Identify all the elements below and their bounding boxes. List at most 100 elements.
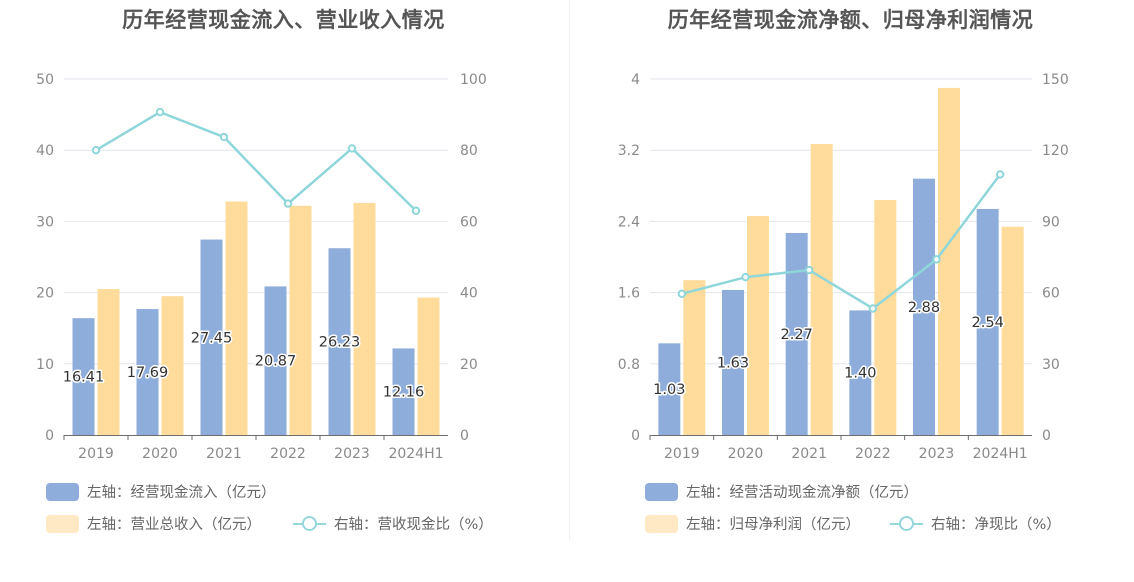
bar-primary — [328, 248, 351, 435]
legend-label: 左轴：经营活动现金流净额（亿元） — [686, 485, 918, 501]
x-axis-tick-label: 2022 — [855, 446, 891, 462]
bar-primary — [136, 309, 159, 435]
x-axis-tick-label: 2022 — [270, 446, 306, 462]
x-axis-tick-label: 2019 — [78, 446, 114, 462]
bar-secondary — [747, 216, 769, 435]
left-axis-tick-label: 30 — [36, 214, 54, 230]
right-axis-tick-label: 30 — [1042, 357, 1060, 373]
legend-label: 左轴：经营现金流入（亿元） — [87, 485, 276, 501]
right-axis-tick-label: 80 — [460, 143, 478, 159]
ratio-point — [932, 255, 941, 264]
bar-primary — [264, 286, 287, 435]
data-label: 2.27 — [781, 327, 813, 343]
left-axis-tick-label: 0.8 — [618, 357, 640, 373]
data-label: 20.87 — [255, 354, 297, 370]
ratio-point — [868, 304, 878, 313]
x-axis-tick-label: 2023 — [334, 446, 370, 462]
legend-label: 左轴：归母净利润（亿元） — [686, 517, 860, 533]
bar-secondary — [683, 280, 706, 435]
x-axis-tick-label: 2020 — [142, 446, 178, 462]
right-axis-tick-label: 20 — [460, 357, 478, 373]
bar-secondary — [874, 200, 897, 435]
legend-line-icon — [293, 515, 326, 533]
x-axis-tick-label: 2024H1 — [388, 446, 443, 462]
legend-swatch-orange — [46, 514, 79, 533]
bar-primary — [392, 348, 415, 435]
ratio-point — [283, 199, 293, 208]
bar-secondary — [1001, 226, 1024, 435]
left-axis-tick-label: 4 — [631, 72, 640, 88]
ratio-point — [677, 289, 687, 298]
legend-label: 右轴：营收现金比（%） — [334, 517, 493, 533]
panel-divider — [569, 0, 570, 540]
bar-primary — [72, 318, 95, 435]
chart-panel-net-cash-profit: 历年经营现金流净额、归母净利润情况 0 0.8 1.6 2.4 3.2 4 0 30 60 90 1… — [567, 0, 1134, 582]
right-axis-tick-label: 60 — [1042, 286, 1060, 302]
ratio-point — [804, 265, 814, 275]
bar-primary — [976, 208, 999, 435]
ratio-point — [219, 132, 229, 142]
legend-item-net-cash-ratio[interactable]: 右轴：净现比（%） — [890, 513, 1061, 534]
bar-primary — [722, 289, 744, 435]
legend-swatch-blue — [46, 482, 79, 501]
legend-swatch-orange — [645, 514, 678, 533]
bar-secondary — [225, 201, 248, 435]
x-axis-tick-label: 2024H1 — [973, 446, 1028, 462]
ratio-point — [155, 107, 165, 117]
legend-label: 左轴：营业总收入（亿元） — [87, 517, 261, 533]
legend-item-cash-ratio[interactable]: 右轴：营收现金比（%） — [293, 513, 493, 534]
left-axis-tick-label: 20 — [36, 286, 54, 302]
x-axis-tick-label: 2020 — [728, 446, 764, 462]
bar-primary — [658, 343, 681, 435]
chart-title: 历年经营现金流净额、归母净利润情况 — [667, 8, 1034, 32]
right-axis-tick-label: 40 — [460, 286, 478, 302]
legend-swatch-blue — [645, 482, 678, 501]
x-axis-tick-label: 2021 — [206, 446, 242, 462]
left-axis-tick-label: 0 — [45, 428, 54, 444]
chart-panel-cash-inflow-revenue: 历年经营现金流入、营业收入情况 0 10 20 30 40 50 0 20 40 60 80 100 2… — [36, 8, 493, 534]
legend-item-net-cash[interactable]: 左轴：经营活动现金流净额（亿元） — [645, 481, 918, 502]
left-axis-tick-label: 10 — [36, 357, 54, 373]
data-label: 16.41 — [63, 370, 105, 386]
left-axis-tick-label: 0 — [631, 428, 640, 444]
right-axis-tick-label: 90 — [1042, 214, 1060, 230]
left-axis-tick-label: 3.2 — [618, 143, 640, 159]
left-axis-tick-label: 1.6 — [618, 286, 640, 302]
data-label: 26.23 — [319, 335, 361, 351]
chart-title: 历年经营现金流入、营业收入情况 — [122, 8, 445, 32]
right-axis-tick-label: 0 — [1042, 428, 1051, 444]
data-label: 1.63 — [717, 355, 749, 371]
data-label: 2.88 — [908, 300, 940, 316]
legend-line-icon — [890, 515, 923, 533]
data-label: 1.03 — [653, 382, 685, 398]
ratio-line — [681, 173, 1002, 311]
x-axis-tick-label: 2019 — [664, 446, 700, 462]
data-label: 1.40 — [844, 366, 876, 382]
ratio-point — [741, 272, 750, 282]
bar-primary — [200, 239, 223, 435]
ratio-point — [347, 144, 357, 153]
bar-primary — [849, 310, 872, 435]
legend-item-net-profit[interactable]: 左轴：归母净利润（亿元） — [645, 513, 860, 534]
ratio-point — [91, 146, 101, 155]
bar-secondary — [97, 289, 120, 435]
bar-secondary — [353, 202, 376, 435]
data-label: 27.45 — [191, 330, 233, 346]
left-axis-tick-label: 40 — [36, 143, 54, 159]
bar-secondary — [810, 143, 833, 435]
chart-canvas-cash-inflow-revenue: 0 10 20 30 40 50 0 20 40 60 80 100 2019 2020 2021 2022 2… — [36, 72, 487, 462]
legend-item-revenue[interactable]: 左轴：营业总收入（亿元） — [46, 513, 261, 534]
bar-secondary — [417, 297, 440, 435]
right-axis-tick-label: 0 — [460, 428, 469, 444]
left-axis-tick-label: 50 — [36, 72, 54, 88]
ratio-point — [411, 206, 421, 215]
data-label: 12.16 — [383, 385, 425, 401]
right-axis-tick-label: 100 — [460, 72, 487, 88]
legend-item-cash-inflow[interactable]: 左轴：经营现金流入（亿元） — [46, 481, 276, 502]
x-axis-tick-label: 2021 — [791, 446, 827, 462]
bar-secondary — [161, 296, 184, 435]
bar-primary — [913, 178, 935, 435]
data-label: 17.69 — [127, 365, 169, 381]
right-axis-tick-label: 120 — [1042, 143, 1069, 159]
ratio-line — [95, 110, 417, 212]
